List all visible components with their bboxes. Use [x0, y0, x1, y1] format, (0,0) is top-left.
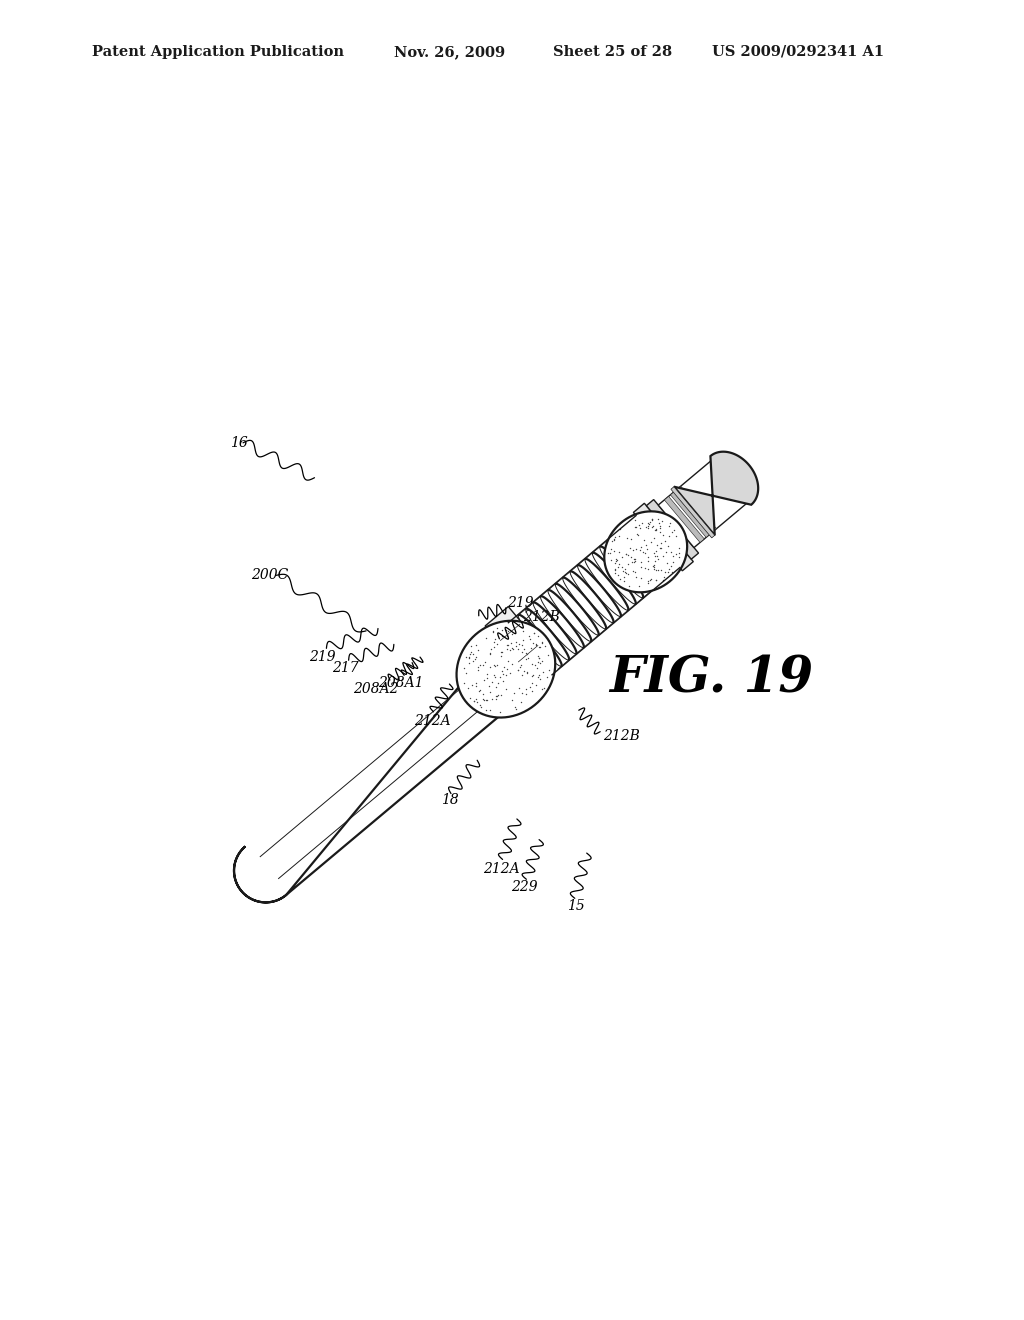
Polygon shape [671, 487, 715, 537]
Polygon shape [646, 499, 698, 560]
Text: 212A: 212A [414, 714, 451, 727]
Text: 212B: 212B [523, 610, 560, 624]
Text: FIG. 19: FIG. 19 [609, 653, 813, 704]
Text: 18: 18 [441, 793, 459, 807]
Text: 200C: 200C [251, 569, 289, 582]
Polygon shape [604, 511, 687, 593]
Text: 217: 217 [332, 661, 358, 676]
Text: 212B: 212B [602, 730, 639, 743]
Text: 212A: 212A [483, 862, 520, 876]
Text: Sheet 25 of 28: Sheet 25 of 28 [553, 45, 672, 59]
Polygon shape [658, 461, 746, 548]
Polygon shape [674, 451, 758, 536]
Polygon shape [677, 486, 717, 532]
Polygon shape [457, 620, 555, 718]
Text: Patent Application Publication: Patent Application Publication [92, 45, 344, 59]
Polygon shape [234, 622, 554, 903]
Polygon shape [634, 503, 693, 570]
Polygon shape [671, 491, 711, 537]
Text: US 2009/0292341 A1: US 2009/0292341 A1 [712, 45, 884, 59]
Polygon shape [665, 496, 705, 543]
Polygon shape [483, 636, 536, 696]
Text: 15: 15 [567, 899, 585, 913]
Text: 229: 229 [511, 880, 538, 894]
Text: 219: 219 [507, 597, 534, 610]
Polygon shape [474, 643, 528, 704]
Text: 16: 16 [229, 436, 248, 450]
Text: 208A2: 208A2 [352, 682, 398, 696]
Text: Nov. 26, 2009: Nov. 26, 2009 [394, 45, 506, 59]
Polygon shape [485, 607, 553, 680]
Text: 208A1: 208A1 [378, 676, 424, 690]
Text: 219: 219 [309, 649, 336, 664]
